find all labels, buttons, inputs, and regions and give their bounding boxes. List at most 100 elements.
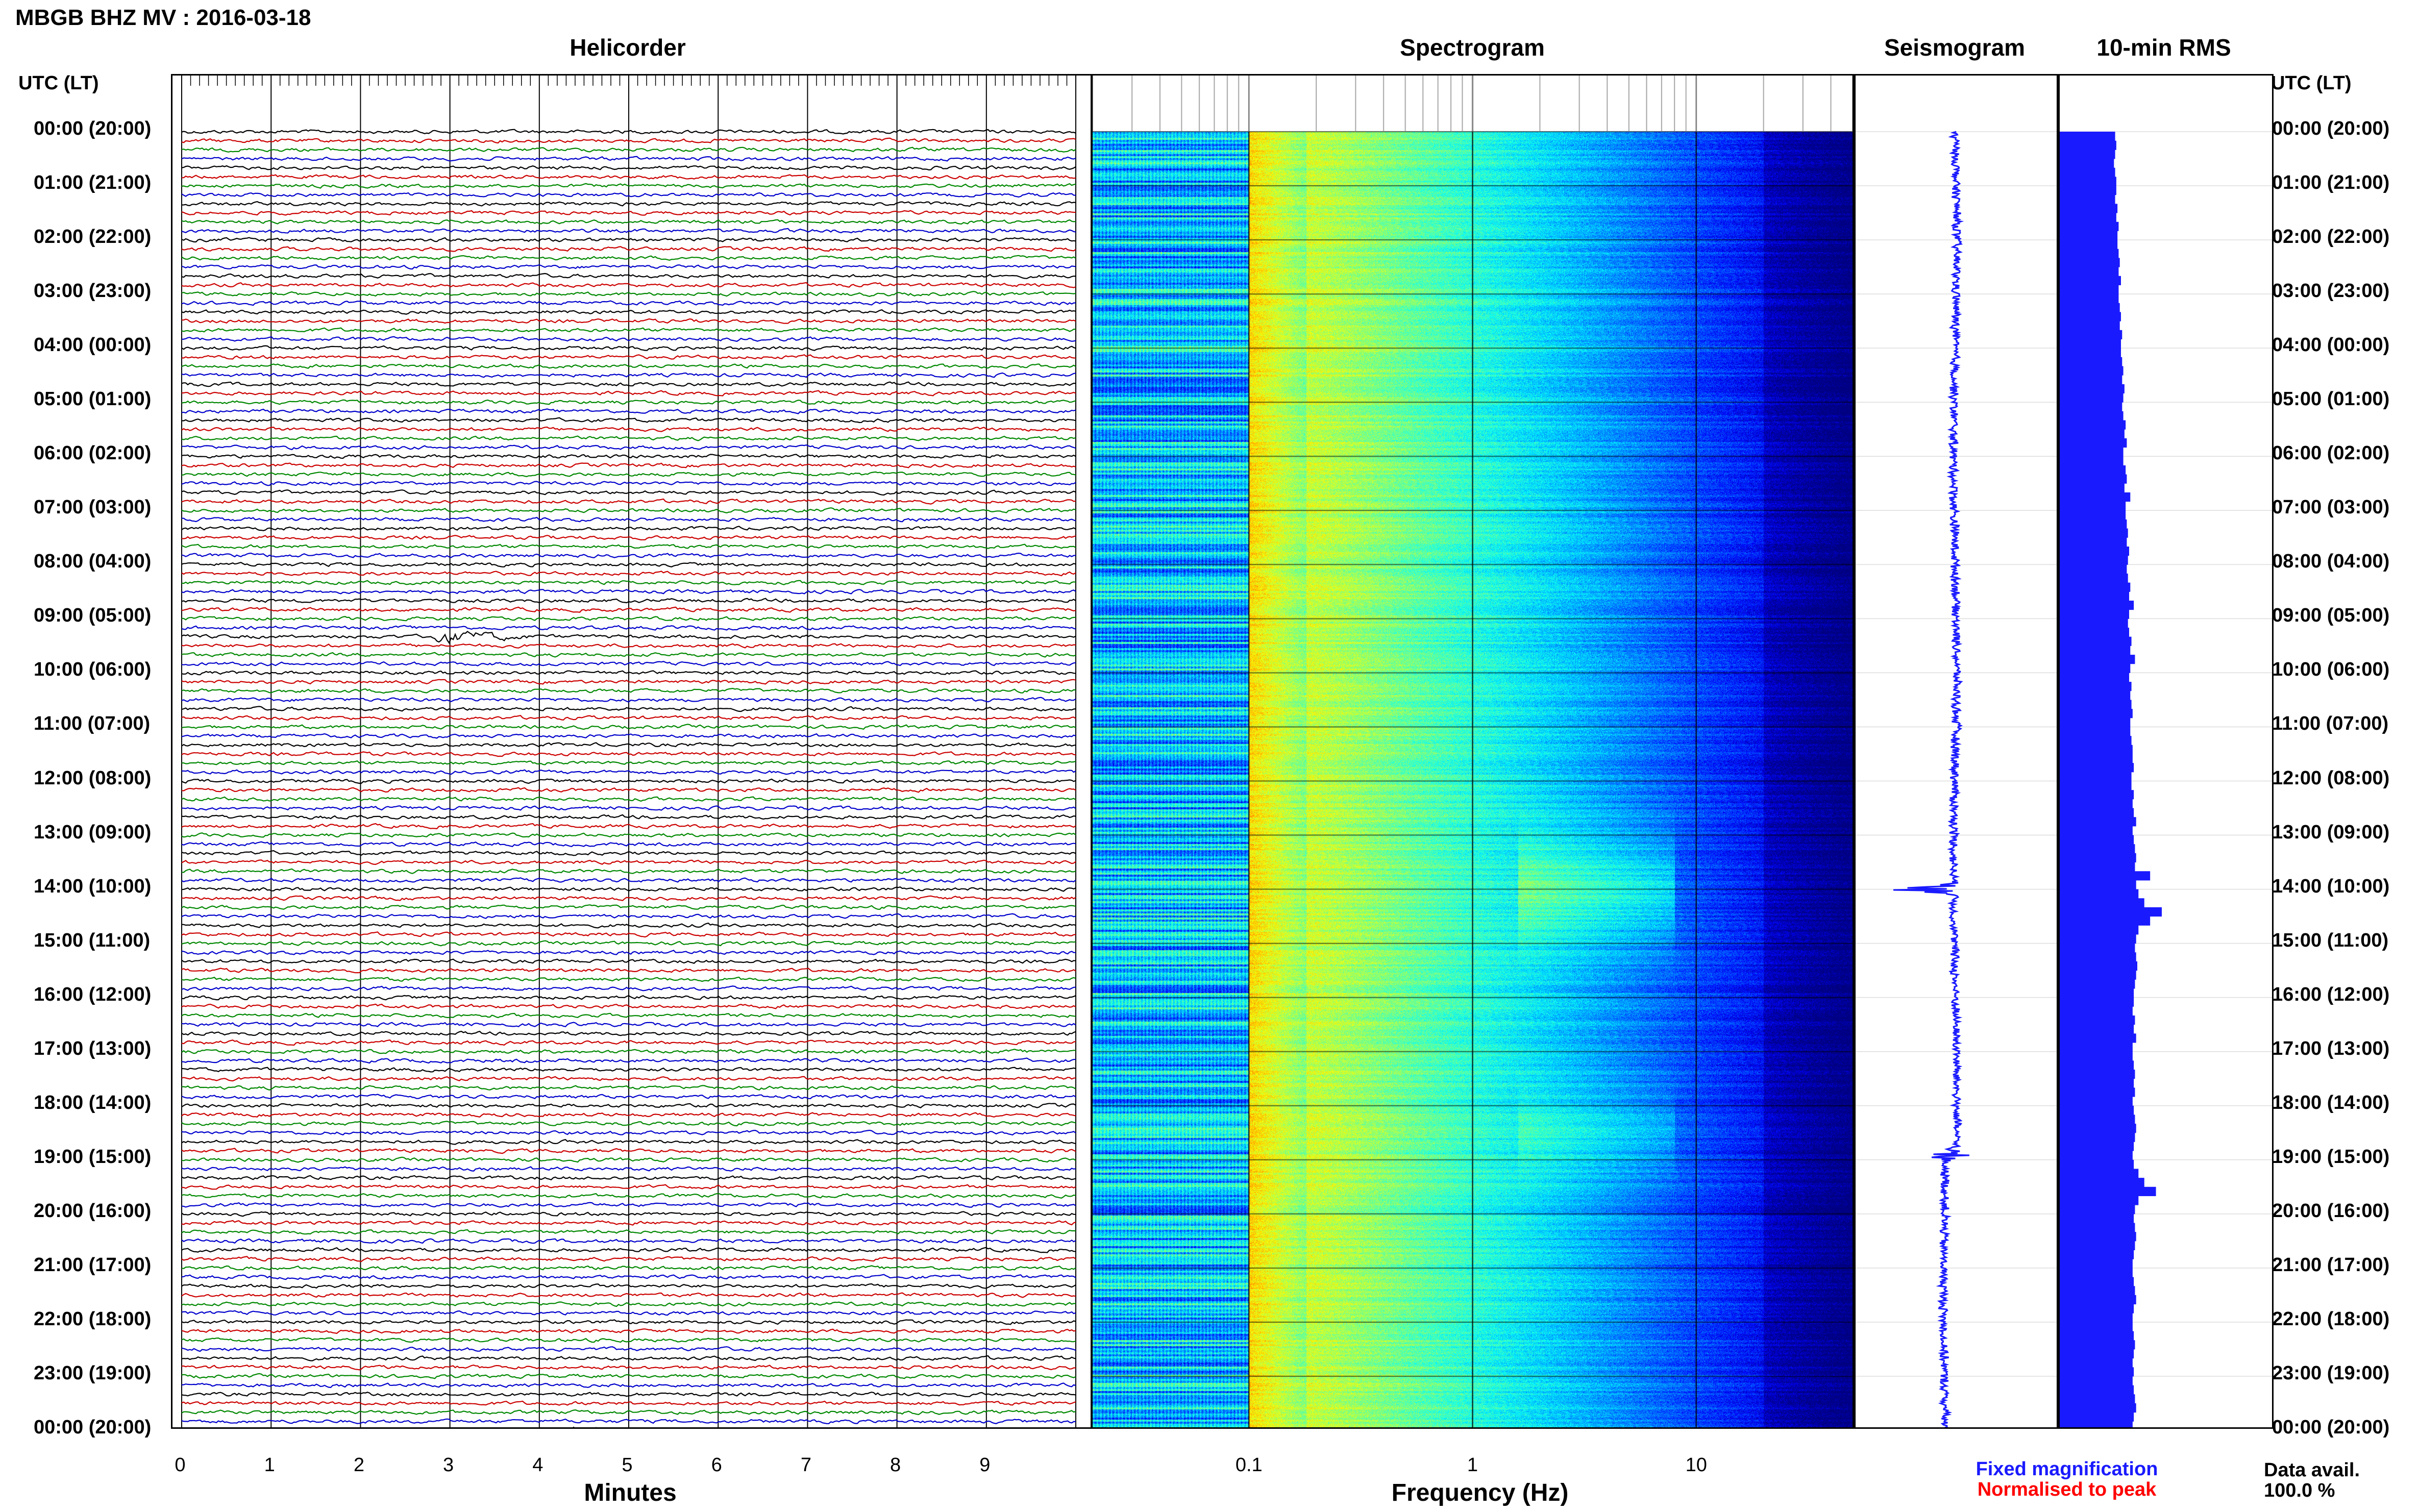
- rms-bar: [2060, 150, 2115, 159]
- helicorder-trace: [181, 1301, 1076, 1307]
- rms-bar: [2060, 501, 2126, 511]
- helicorder-trace: [181, 228, 1076, 234]
- rms-bar: [2060, 916, 2151, 926]
- rms-bar: [2060, 132, 2115, 141]
- helicorder-trace: [181, 1156, 1076, 1163]
- time-label-left: 07:00 (03:00): [34, 497, 152, 518]
- helicorder-trace: [181, 264, 1076, 270]
- helicorder-trace: [181, 850, 1076, 856]
- helicorder-trace: [181, 354, 1076, 360]
- helicorder-trace: [181, 724, 1076, 730]
- helicorder-trace: [181, 968, 1076, 974]
- rms-bar: [2060, 1295, 2136, 1305]
- rms-bar: [2060, 889, 2139, 899]
- helicorder-trace: [181, 1138, 1076, 1145]
- helicorder-trace: [181, 670, 1076, 676]
- helicorder-trace: [181, 769, 1076, 775]
- rms-bar: [2060, 717, 2131, 727]
- rms-bar: [2060, 1169, 2139, 1178]
- helicorder-trace: [181, 552, 1076, 559]
- rms-bar: [2060, 1241, 2135, 1251]
- time-label-right: 19:00 (15:00): [2272, 1146, 2390, 1168]
- helicorder-trace: [181, 300, 1076, 306]
- helicorder-trace: [573, 1426, 597, 1427]
- time-label-left: 17:00 (13:00): [34, 1037, 152, 1059]
- helicorder-trace: [181, 363, 1076, 369]
- rms-bar: [2060, 1358, 2133, 1368]
- rms-bar: [2060, 555, 2128, 565]
- helicorder-xlabel: Minutes: [584, 1479, 677, 1506]
- time-label-left: 19:00 (15:00): [34, 1146, 152, 1168]
- rms-bar: [2060, 186, 2116, 195]
- helicorder-trace: [181, 859, 1076, 865]
- rms-bar: [2060, 465, 2126, 475]
- helicorder-trace: [181, 958, 1076, 964]
- rms-bar: [2060, 564, 2127, 574]
- rms-bar: [2060, 177, 2116, 186]
- rms-bar: [2060, 420, 2126, 430]
- rms-bar: [2060, 1403, 2136, 1413]
- rms-bar: [2060, 997, 2134, 1007]
- rms-bar: [2060, 727, 2131, 736]
- time-label-left: 02:00 (22:00): [34, 226, 152, 248]
- helicorder-tick-label: 0: [175, 1454, 186, 1476]
- rms-bar: [2060, 140, 2116, 150]
- helicorder-trace: [181, 1238, 1076, 1244]
- rms-bar: [2060, 474, 2127, 484]
- time-label-left: 00:00 (20:00): [34, 1417, 152, 1438]
- time-label-right: 02:00 (22:00): [2272, 226, 2390, 248]
- time-label-right: 16:00 (12:00): [2272, 983, 2390, 1005]
- helicorder-trace: [181, 631, 1076, 645]
- helicorder-trace: [181, 751, 1076, 757]
- rms-bar: [2060, 167, 2115, 177]
- helicorder-trace: [181, 526, 1076, 532]
- helicorder-trace: [181, 1418, 1076, 1424]
- time-label-left: 22:00 (18:00): [34, 1308, 152, 1330]
- time-label-left: 18:00 (14:00): [34, 1092, 152, 1113]
- rms-bar: [2060, 601, 2134, 610]
- rms-bar: [2060, 925, 2139, 935]
- rms-bar: [2060, 1313, 2133, 1323]
- rms-bar: [2060, 970, 2136, 980]
- rms-bar: [2060, 339, 2121, 349]
- spectrogram-title: Spectrogram: [1400, 34, 1545, 61]
- helicorder-trace: [181, 742, 1076, 748]
- rms-bar: [2060, 402, 2122, 412]
- helicorder-trace: [181, 426, 1076, 432]
- rms-bar: [2060, 934, 2136, 944]
- helicorder-trace: [181, 598, 1076, 604]
- rms-bar: [2060, 303, 2120, 312]
- rms-bar: [2060, 249, 2119, 258]
- helicorder-trace: [181, 778, 1076, 784]
- rms-bar: [2060, 682, 2132, 691]
- helicorder-trace: [181, 192, 1076, 198]
- time-label-right: 08:00 (04:00): [2272, 551, 2390, 573]
- rms-bar: [2060, 1132, 2135, 1142]
- rms-bar: [2060, 826, 2133, 836]
- rms-bar: [2060, 1015, 2135, 1025]
- spectrogram-xlabel: Frequency (Hz): [1391, 1479, 1569, 1506]
- helicorder-trace: [181, 345, 1076, 351]
- helicorder-trace: [181, 706, 1076, 712]
- rms-bar: [2060, 808, 2134, 817]
- helicorder-trace: [181, 715, 1076, 722]
- rms-bar: [2060, 258, 2120, 267]
- rms-bar: [2060, 285, 2119, 294]
- rms-bar: [2060, 411, 2124, 421]
- helicorder-trace: [181, 408, 1076, 414]
- helicorder-trace: [181, 931, 1076, 938]
- rms-bar: [2060, 357, 2122, 367]
- helicorder-trace: [181, 390, 1076, 396]
- helicorder-trace: [181, 877, 1076, 883]
- rms-bar: [2060, 267, 2119, 277]
- rms-bar: [2060, 690, 2131, 700]
- spectrogram-plot: [1093, 76, 1853, 1427]
- rms-bar: [2060, 853, 2136, 863]
- helicorder-trace: [181, 733, 1076, 739]
- time-label-left: 10:00 (06:00): [34, 659, 152, 681]
- time-label-left: 15:00 (11:00): [34, 929, 151, 951]
- helicorder-trace: [181, 1039, 1076, 1046]
- helicorder-trace: [182, 417, 1076, 424]
- helicorder-plot: [181, 76, 1076, 1427]
- time-label-right: 15:00 (11:00): [2272, 929, 2389, 951]
